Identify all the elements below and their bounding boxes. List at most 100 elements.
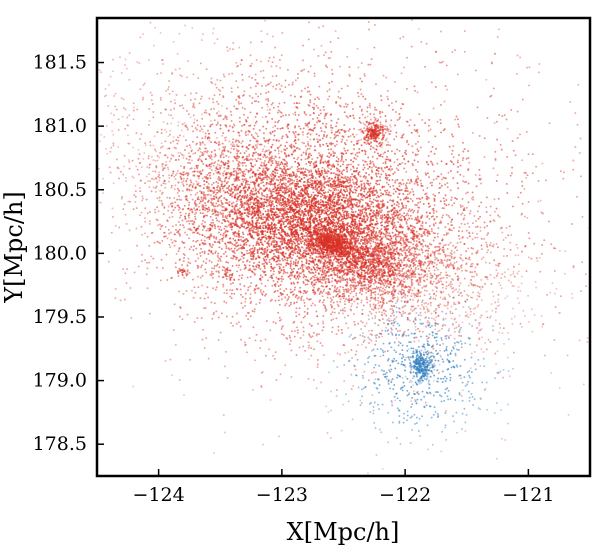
data-point (348, 197, 351, 199)
data-point (345, 194, 348, 197)
data-point (195, 180, 198, 183)
data-point (353, 203, 356, 206)
data-point (332, 318, 335, 321)
data-point (482, 256, 485, 259)
data-point (512, 272, 515, 275)
data-point (424, 311, 427, 314)
data-point (411, 289, 414, 292)
data-point (153, 135, 156, 138)
data-point (416, 264, 419, 267)
data-point (308, 203, 311, 206)
data-point (434, 256, 437, 259)
data-point (374, 213, 377, 216)
data-point (516, 297, 519, 300)
data-point (292, 263, 295, 266)
data-point (133, 106, 135, 109)
data-point (428, 243, 431, 245)
data-point (429, 272, 432, 275)
data-point (179, 175, 182, 178)
data-point (447, 293, 450, 296)
data-point (282, 191, 285, 194)
data-point (262, 167, 265, 170)
data-point (144, 220, 147, 223)
data-point (248, 158, 251, 161)
data-point (353, 300, 356, 303)
data-point (224, 215, 227, 218)
data-point (194, 215, 197, 218)
data-point (279, 288, 282, 291)
data-point (341, 215, 344, 218)
data-point (513, 315, 516, 318)
data-point (466, 236, 469, 239)
data-point (439, 303, 442, 306)
data-point (355, 237, 358, 239)
data-point (401, 179, 404, 181)
data-point (312, 191, 315, 194)
data-point (280, 217, 283, 220)
data-point (427, 247, 430, 250)
data-point (214, 193, 217, 196)
data-point (449, 254, 452, 257)
data-point (445, 276, 448, 279)
data-point (290, 199, 293, 202)
data-point (384, 221, 386, 224)
data-point (420, 233, 423, 236)
data-point (156, 197, 159, 200)
data-point (178, 234, 181, 237)
data-point (294, 223, 297, 226)
data-point (291, 236, 294, 239)
data-point (326, 172, 329, 175)
data-point (375, 217, 378, 220)
data-point (293, 238, 296, 241)
data-point (282, 268, 285, 271)
data-point (461, 321, 464, 324)
data-point (442, 264, 445, 267)
data-point (480, 258, 483, 260)
data-point (461, 259, 464, 262)
data-point (168, 174, 171, 177)
data-point (261, 150, 264, 153)
data-point (309, 228, 312, 231)
data-point (262, 212, 265, 215)
data-point (215, 217, 218, 220)
data-point (400, 252, 403, 255)
data-point (183, 226, 186, 229)
data-point (350, 305, 353, 308)
data-point (222, 153, 225, 156)
data-point (384, 286, 387, 289)
data-point (370, 203, 373, 206)
data-point (205, 271, 208, 274)
data-point (258, 244, 261, 247)
data-point (232, 237, 235, 240)
data-point (267, 142, 270, 145)
data-point (307, 262, 310, 265)
data-point (461, 236, 464, 238)
data-point (326, 208, 329, 211)
data-point (362, 159, 364, 162)
data-point (398, 267, 401, 270)
data-point (407, 285, 410, 288)
data-point (268, 258, 271, 261)
data-point (453, 301, 456, 304)
data-point (344, 272, 347, 275)
data-point (194, 209, 197, 212)
data-point (449, 241, 452, 244)
data-point (344, 190, 347, 193)
data-point (132, 176, 135, 179)
data-point (263, 248, 266, 251)
data-point (468, 258, 471, 261)
data-point (278, 203, 281, 206)
data-point (414, 275, 417, 278)
data-point (439, 252, 442, 255)
data-point (152, 186, 155, 189)
data-point (272, 273, 275, 276)
data-point (358, 220, 361, 222)
data-point (302, 133, 305, 136)
data-point (401, 254, 404, 257)
data-point (333, 226, 336, 229)
data-point (300, 203, 302, 205)
data-point (387, 238, 390, 241)
data-point (371, 166, 373, 169)
data-point (112, 133, 115, 136)
data-point (357, 284, 360, 286)
